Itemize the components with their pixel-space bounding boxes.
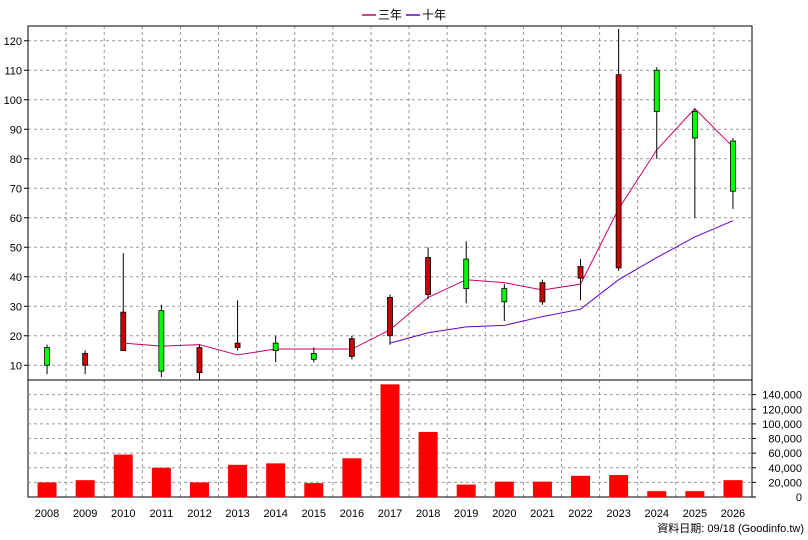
volume-bar (647, 491, 667, 497)
legend-label-three-year: 三年 (378, 8, 402, 22)
volume-bar (571, 475, 591, 497)
price-tick-label: 90 (10, 124, 22, 136)
volume-tick-label: 40,000 (768, 463, 802, 475)
year-tick-label: 2012 (187, 508, 211, 520)
volume-bar (113, 454, 133, 497)
volume-axis: 0 20,000 40,000 60,000 80,000 100,000 120,000 1… (752, 390, 802, 504)
candle-body (234, 342, 241, 348)
price-tick-label: 120 (4, 36, 22, 48)
volume-tick-label: 60,000 (768, 448, 802, 460)
year-tick-label: 2018 (416, 508, 440, 520)
year-tick-label: 2016 (340, 508, 364, 520)
candle-body (653, 69, 660, 112)
year-tick-label: 2022 (568, 508, 592, 520)
x-axis: 2008 2009 2010 2011 2012 2013 2014 2015 2016 2017… (35, 508, 745, 520)
year-tick-label: 2025 (683, 508, 707, 520)
volume-bar (609, 475, 629, 497)
volume-bar (304, 483, 324, 497)
candlesticks (44, 28, 736, 380)
candle-body (691, 111, 698, 139)
volume-bar (342, 458, 362, 497)
candle-body (501, 288, 508, 303)
candle-body (44, 347, 50, 366)
candle-body (730, 140, 736, 192)
data-date-footer: 資料日期: 09/18 (Goodinfo.tw) (657, 521, 804, 535)
legend: 三年 十年 (362, 8, 446, 22)
volume-bar (532, 481, 552, 497)
volume-tick-label: 120,000 (762, 404, 802, 416)
volume-tick-label: 0 (796, 492, 802, 504)
price-tick-label: 60 (10, 213, 22, 225)
three-year-line (123, 107, 734, 356)
volume-tick-label: 20,000 (768, 477, 802, 489)
year-tick-label: 2009 (73, 508, 97, 520)
moving-average-lines (123, 107, 734, 356)
candle-body (310, 353, 317, 360)
volume-tick-label: 100,000 (762, 419, 802, 431)
price-tick-label: 20 (10, 331, 22, 343)
volume-tick-label: 140,000 (762, 390, 802, 402)
volume-bars (37, 384, 743, 497)
ten-year-line (389, 220, 734, 344)
volume-bar (723, 480, 743, 497)
price-tick-label: 110 (4, 65, 22, 77)
volume-tick-label: 80,000 (768, 434, 802, 446)
candle-body (120, 311, 127, 351)
price-tick-label: 70 (10, 183, 22, 195)
volume-bar (37, 482, 57, 497)
price-tick-label: 50 (10, 242, 22, 254)
year-tick-label: 2024 (644, 508, 668, 520)
candle-body (348, 338, 355, 357)
price-tick-label: 10 (10, 360, 22, 372)
year-tick-label: 2020 (492, 508, 516, 520)
volume-bar (685, 491, 705, 497)
price-tick-label: 80 (10, 154, 22, 166)
volume-bar (380, 384, 400, 497)
candle-body (272, 342, 279, 351)
candle-body (577, 266, 584, 279)
candle-body (82, 353, 89, 366)
volume-bar (266, 463, 286, 497)
volume-bar (456, 484, 476, 497)
year-tick-label: 2011 (150, 508, 174, 520)
volume-bar (494, 481, 514, 497)
price-tick-label: 100 (4, 95, 22, 107)
candle-body (425, 257, 432, 295)
price-axis: 10 20 30 40 50 60 70 80 90 100 110 120 (4, 25, 753, 498)
price-tick-label: 40 (10, 272, 22, 284)
candle-body (539, 282, 546, 303)
year-tick-label: 2015 (302, 508, 326, 520)
year-tick-label: 2008 (35, 508, 59, 520)
year-tick-label: 2021 (530, 508, 554, 520)
candle-body (463, 258, 470, 289)
volume-bar (75, 480, 95, 497)
volume-bar (189, 482, 209, 497)
year-tick-label: 2023 (606, 508, 630, 520)
year-tick-label: 2014 (263, 508, 287, 520)
year-tick-label: 2026 (721, 508, 745, 520)
candle-body (615, 74, 622, 269)
volume-bar (228, 464, 248, 497)
candle-body (158, 310, 165, 372)
legend-label-ten-year: 十年 (422, 8, 446, 22)
year-tick-label: 2017 (378, 508, 402, 520)
year-tick-label: 2010 (111, 508, 135, 520)
candle-body (196, 347, 203, 374)
volume-bar (418, 431, 438, 497)
volume-bar (151, 467, 171, 497)
year-tick-label: 2019 (454, 508, 478, 520)
year-tick-label: 2013 (225, 508, 249, 520)
candle-body (387, 296, 393, 337)
price-tick-label: 30 (10, 301, 22, 313)
price-grid (27, 26, 752, 497)
